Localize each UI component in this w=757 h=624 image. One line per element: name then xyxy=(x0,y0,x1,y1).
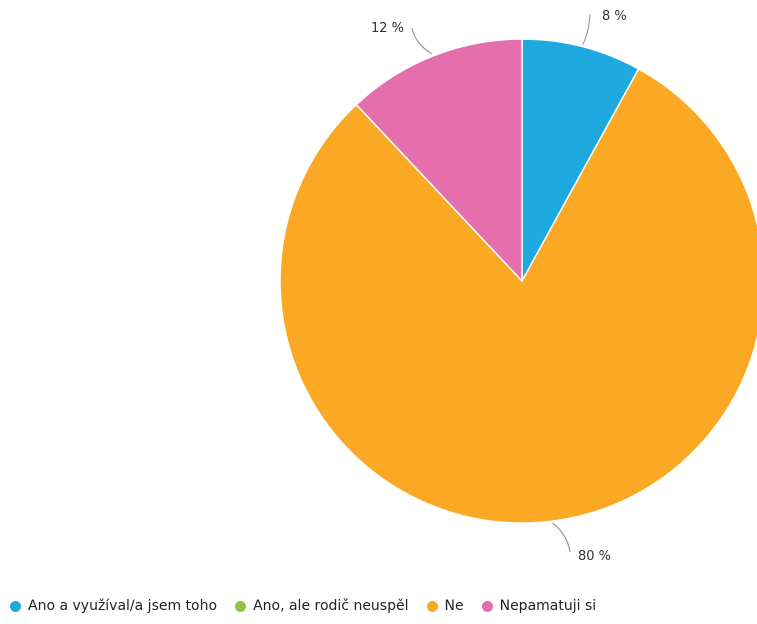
legend-item-ano-vyuzival[interactable]: Ano a využíval/a jsem toho xyxy=(10,598,217,614)
leader-line-ne xyxy=(552,522,571,553)
data-label-nepamatuji-si: 12 % xyxy=(371,21,404,36)
pie-data-labels: 8 % 80 % 12 % xyxy=(371,9,627,564)
legend-label-ano-rodic-neuspel: Ano, ale rodič neuspěl xyxy=(253,598,409,614)
legend-item-ne[interactable]: Ne xyxy=(426,598,464,614)
pie-slice-ano-a-vyuzival-a-jsem-toho[interactable] xyxy=(521,38,640,282)
legend: Ano a využíval/a jsem toho Ano, ale rodi… xyxy=(10,598,596,614)
pie-slice-nepamatuji-si[interactable] xyxy=(355,38,523,283)
legend-swatch-nepamatuji-si xyxy=(481,600,493,612)
legend-label-ano-vyuzival: Ano a využíval/a jsem toho xyxy=(28,598,218,614)
leader-line-ano-a-vyuzival-a-jsem-toho xyxy=(582,13,591,45)
legend-item-ano-rodic-neuspel[interactable]: Ano, ale rodič neuspěl xyxy=(235,598,409,614)
legend-swatch-ne xyxy=(426,600,438,612)
legend-swatch-ano-rodic-neuspel xyxy=(235,600,247,612)
legend-label-nepamatuji-si: Nepamatuji si xyxy=(499,598,597,614)
legend-label-ne: Ne xyxy=(444,598,464,614)
leader-line-nepamatuji-si xyxy=(411,27,433,55)
data-label-ne: 80 % xyxy=(578,549,611,564)
legend-swatch-ano-vyuzival xyxy=(10,600,21,612)
pie-chart: 8 % 80 % 12 % xyxy=(279,9,757,564)
data-label-ano-a-vyuzival-a-jsem-toho: 8 % xyxy=(602,9,627,24)
pie-slices xyxy=(279,38,757,524)
legend-item-nepamatuji-si[interactable]: Nepamatuji si xyxy=(481,598,597,614)
pie-slice-ne[interactable] xyxy=(279,67,757,524)
